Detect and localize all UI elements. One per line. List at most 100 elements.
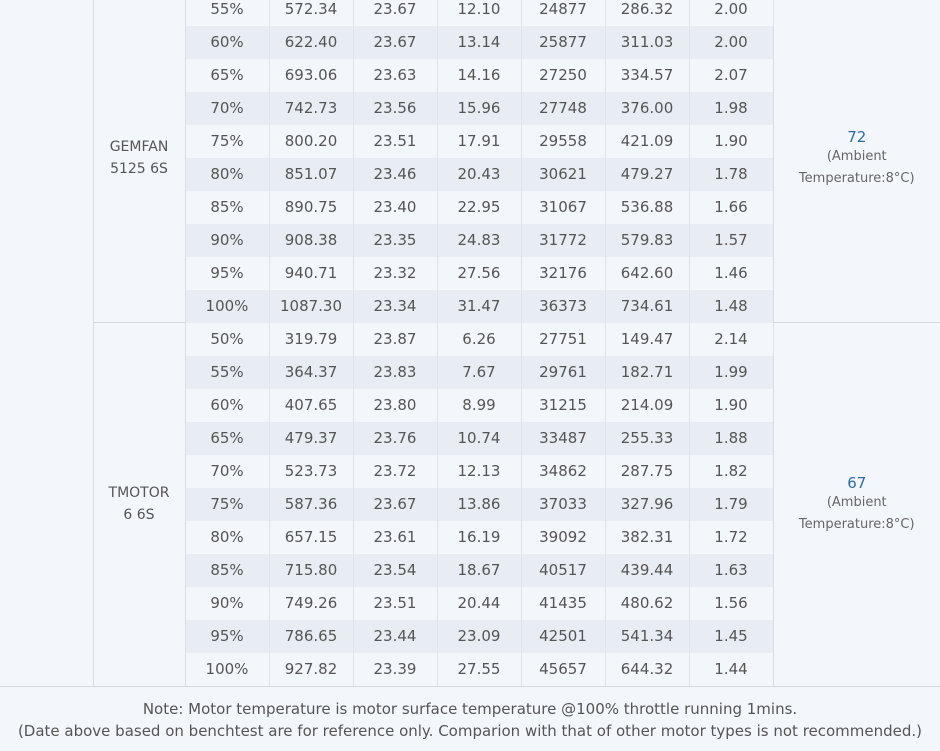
- thrust-cell: 927.82: [269, 652, 354, 686]
- leading-cell: [0, 223, 93, 257]
- current-cell: 22.95: [437, 190, 522, 224]
- throttle-cell: 60%: [185, 388, 270, 422]
- rpm-cell: 33487: [521, 421, 606, 455]
- thrust-cell: 1087.30: [269, 289, 354, 323]
- power-cell: 327.96: [605, 487, 690, 521]
- current-cell: 16.19: [437, 520, 522, 554]
- table-row: 85% 715.80 23.54 18.67 40517 439.44 1.63: [0, 553, 940, 587]
- efficiency-cell: 2.00: [689, 25, 774, 59]
- efficiency-cell: 2.14: [689, 322, 774, 356]
- throttle-cell: 80%: [185, 520, 270, 554]
- voltage-cell: 23.67: [353, 487, 438, 521]
- leading-cell: [0, 487, 93, 521]
- power-cell: 479.27: [605, 157, 690, 191]
- rpm-cell: 24877: [521, 0, 606, 26]
- throttle-cell: 95%: [185, 619, 270, 653]
- voltage-cell: 23.34: [353, 289, 438, 323]
- footnote: Note: Motor temperature is motor surface…: [0, 686, 940, 751]
- efficiency-cell: 1.72: [689, 520, 774, 554]
- efficiency-cell: 1.45: [689, 619, 774, 653]
- efficiency-cell: 1.63: [689, 553, 774, 587]
- table-row: 55% 364.37 23.83 7.67 29761 182.71 1.99: [0, 355, 940, 389]
- power-cell: 382.31: [605, 520, 690, 554]
- table-row: 75% 587.36 23.67 13.86 37033 327.96 1.79: [0, 487, 940, 521]
- rpm-cell: 32176: [521, 256, 606, 290]
- throttle-cell: 85%: [185, 190, 270, 224]
- leading-cell: [0, 25, 93, 59]
- table-row: 80% 851.07 23.46 20.43 30621 479.27 1.78: [0, 157, 940, 191]
- table-row: 75% 800.20 23.51 17.91 29558 421.09 1.90: [0, 124, 940, 158]
- leading-cell: [0, 322, 93, 356]
- rpm-cell: 25877: [521, 25, 606, 59]
- efficiency-cell: 1.66: [689, 190, 774, 224]
- thrust-cell: 319.79: [269, 322, 354, 356]
- power-cell: 149.47: [605, 322, 690, 356]
- power-cell: 541.34: [605, 619, 690, 653]
- voltage-cell: 23.83: [353, 355, 438, 389]
- current-cell: 24.83: [437, 223, 522, 257]
- rpm-cell: 36373: [521, 289, 606, 323]
- efficiency-cell: 1.82: [689, 454, 774, 488]
- throttle-cell: 60%: [185, 25, 270, 59]
- power-cell: 480.62: [605, 586, 690, 620]
- motor-model-label: GEMFAN: [109, 138, 169, 155]
- motor-test-table: GEMFAN 5125 6S 55% 572.34 23.67 12.10 24877 286…: [0, 0, 940, 686]
- table-row: 70% 742.73 23.56 15.96 27748 376.00 1.98: [0, 91, 940, 125]
- table-row: 60% 407.65 23.80 8.99 31215 214.09 1.90: [0, 388, 940, 422]
- rpm-cell: 45657: [521, 652, 606, 686]
- rpm-cell: 31772: [521, 223, 606, 257]
- table-row: 65% 693.06 23.63 14.16 27250 334.57 2.07: [0, 58, 940, 92]
- temperature-value: 67: [847, 474, 867, 493]
- leading-cell: [0, 355, 93, 389]
- rpm-cell: 27250: [521, 58, 606, 92]
- power-cell: 287.75: [605, 454, 690, 488]
- voltage-cell: 23.67: [353, 0, 438, 26]
- leading-cell: [0, 652, 93, 686]
- voltage-cell: 23.46: [353, 157, 438, 191]
- ambient-temperature-note: (Ambient: [826, 148, 887, 164]
- voltage-cell: 23.67: [353, 25, 438, 59]
- rpm-cell: 37033: [521, 487, 606, 521]
- ambient-temperature-note: Temperature:8°C): [798, 517, 915, 533]
- footnote-line-2: (Date above based on benchtest are for r…: [17, 722, 923, 740]
- leading-cell: [0, 91, 93, 125]
- table-row: 60% 622.40 23.67 13.14 25877 311.03 2.00: [0, 25, 940, 59]
- leading-cell: [0, 124, 93, 158]
- thrust-cell: 523.73: [269, 454, 354, 488]
- thrust-cell: 749.26: [269, 586, 354, 620]
- current-cell: 31.47: [437, 289, 522, 323]
- thrust-cell: 908.38: [269, 223, 354, 257]
- table-row: 100% 927.82 23.39 27.55 45657 644.32 1.44: [0, 652, 940, 686]
- rpm-cell: 39092: [521, 520, 606, 554]
- leading-cell: [0, 454, 93, 488]
- throttle-cell: 75%: [185, 487, 270, 521]
- efficiency-cell: 1.78: [689, 157, 774, 191]
- voltage-cell: 23.76: [353, 421, 438, 455]
- thrust-cell: 587.36: [269, 487, 354, 521]
- thrust-cell: 742.73: [269, 91, 354, 125]
- table-row: 95% 786.65 23.44 23.09 42501 541.34 1.45: [0, 619, 940, 653]
- efficiency-cell: 1.44: [689, 652, 774, 686]
- table-row: 95% 940.71 23.32 27.56 32176 642.60 1.46: [0, 256, 940, 290]
- current-cell: 17.91: [437, 124, 522, 158]
- table-row: 80% 657.15 23.61 16.19 39092 382.31 1.72: [0, 520, 940, 554]
- thrust-cell: 622.40: [269, 25, 354, 59]
- throttle-cell: 65%: [185, 421, 270, 455]
- efficiency-cell: 2.00: [689, 0, 774, 26]
- ambient-temperature-note: Temperature:8°C): [798, 170, 915, 186]
- current-cell: 8.99: [437, 388, 522, 422]
- table-row: GEMFAN 5125 6S 55% 572.34 23.67 12.10 24877 286…: [0, 0, 940, 323]
- power-cell: 255.33: [605, 421, 690, 455]
- throttle-cell: 75%: [185, 124, 270, 158]
- throttle-cell: 70%: [185, 91, 270, 125]
- table-row: 100% 1087.30 23.34 31.47 36373 734.61 1.48: [0, 289, 940, 323]
- throttle-cell: 65%: [185, 58, 270, 92]
- leading-cell: [0, 586, 93, 620]
- thrust-cell: 715.80: [269, 553, 354, 587]
- voltage-cell: 23.63: [353, 58, 438, 92]
- thrust-cell: 800.20: [269, 124, 354, 158]
- leading-cell: [0, 520, 93, 554]
- throttle-cell: 100%: [185, 289, 270, 323]
- leading-cell: [0, 58, 93, 92]
